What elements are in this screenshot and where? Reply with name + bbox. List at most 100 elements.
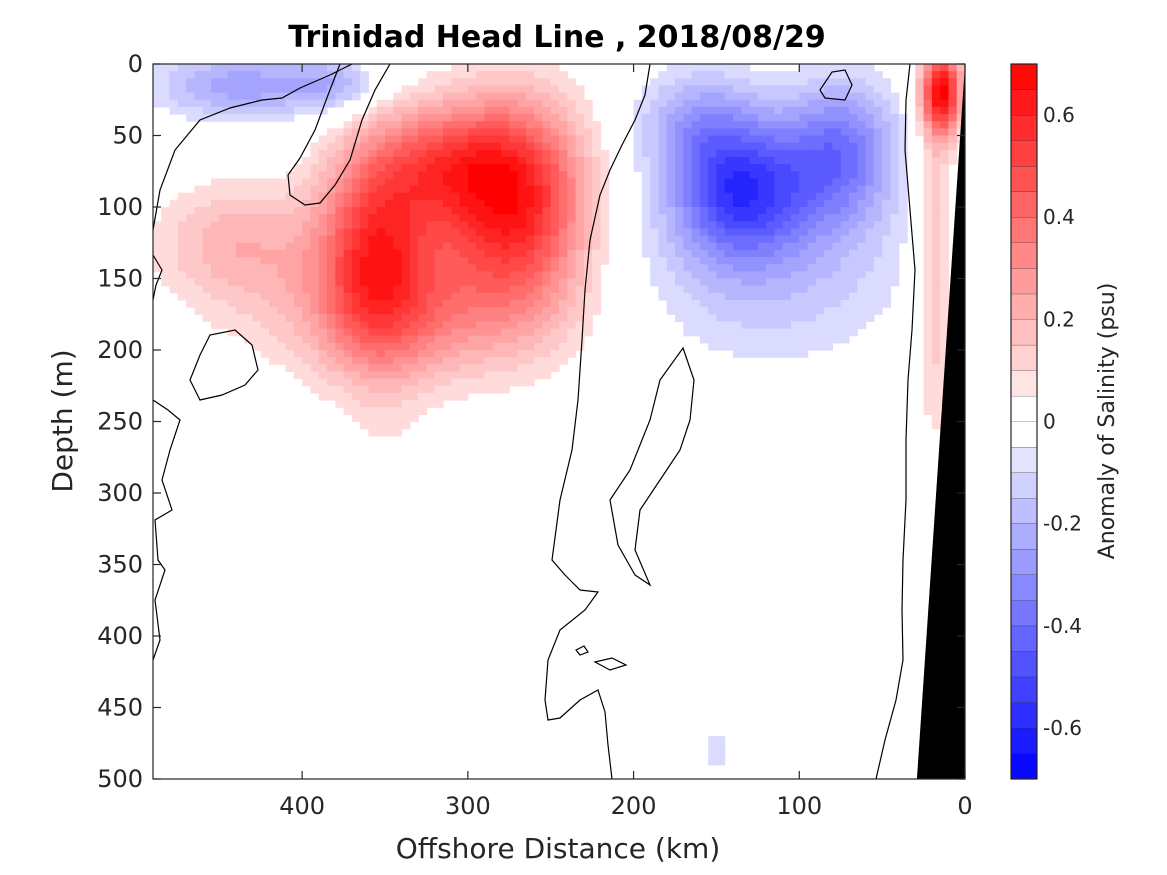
field-cell: [840, 285, 850, 294]
field-cell: [409, 85, 419, 94]
field-cell: [675, 235, 684, 244]
field-cell: [277, 114, 287, 122]
field-cell: [716, 71, 726, 79]
field-cell: [940, 185, 950, 194]
field-cell: [633, 128, 643, 137]
field-cell: [219, 228, 229, 237]
field-cell: [940, 350, 950, 358]
field-cell: [948, 85, 958, 94]
field-cell: [815, 328, 825, 337]
field-cell: [351, 335, 361, 344]
field-cell: [285, 92, 295, 101]
field-cell: [327, 71, 336, 79]
field-cell: [824, 156, 834, 165]
field-cell: [467, 92, 477, 101]
field-cell: [426, 228, 436, 237]
field-cell: [343, 171, 353, 179]
field-cell: [691, 128, 701, 137]
field-cell: [840, 121, 850, 129]
field-cell: [277, 328, 287, 337]
field-cell: [774, 328, 784, 337]
y-tick-label: 300: [97, 479, 143, 507]
field-cell: [509, 142, 519, 151]
field-cell: [194, 92, 204, 101]
field-cell: [227, 307, 237, 315]
field-cell: [360, 71, 370, 79]
field-cell: [799, 228, 809, 237]
field-cell: [832, 257, 842, 265]
field-cell: [716, 335, 726, 344]
field-cell: [227, 328, 237, 337]
field-cell: [360, 421, 370, 430]
field-cell: [484, 335, 494, 344]
field-cell: [467, 221, 477, 230]
field-cell: [641, 114, 651, 122]
field-cell: [368, 278, 378, 287]
field-cell: [550, 121, 560, 129]
field-cell: [791, 99, 800, 108]
field-cell: [724, 228, 734, 237]
field-cell: [443, 178, 452, 187]
field-cell: [517, 378, 527, 387]
field-cell: [385, 142, 394, 151]
field-cell: [501, 335, 510, 344]
field-cell: [774, 178, 784, 187]
field-cell: [451, 321, 461, 330]
field-cell: [774, 285, 784, 294]
field-cell: [525, 164, 535, 172]
field-cell: [857, 149, 867, 158]
field-cell: [699, 106, 709, 115]
field-cell: [385, 249, 394, 258]
field-cell: [351, 357, 361, 365]
field-cell: [699, 149, 709, 158]
field-cell: [476, 199, 486, 208]
field-cell: [177, 192, 187, 201]
field-cell: [385, 235, 394, 244]
field-cell: [327, 156, 336, 165]
field-cell: [550, 350, 560, 358]
field-cell: [774, 271, 784, 280]
field-cell: [699, 278, 709, 287]
field-cell: [517, 156, 527, 165]
field-cell: [335, 199, 345, 208]
field-cell: [733, 264, 742, 272]
field-cell: [351, 271, 361, 280]
field-cell: [252, 99, 262, 108]
field-cell: [733, 78, 742, 87]
colorbar-level: [1011, 702, 1037, 728]
field-cell: [567, 214, 577, 222]
field-cell: [227, 292, 237, 301]
field-cell: [517, 64, 527, 72]
field-cell: [550, 357, 560, 365]
field-cell: [683, 106, 693, 115]
field-cell: [335, 342, 345, 351]
field-cell: [252, 71, 262, 79]
field-cell: [335, 92, 345, 101]
field-cell: [559, 278, 568, 287]
field-cell: [434, 257, 444, 265]
field-cell: [791, 314, 800, 322]
field-cell: [766, 342, 776, 351]
field-cell: [484, 92, 494, 101]
field-cell: [467, 314, 477, 322]
field-cell: [675, 257, 684, 265]
field-cell: [376, 121, 386, 129]
field-cell: [467, 228, 477, 237]
field-cell: [177, 106, 187, 115]
field-cell: [550, 271, 560, 280]
field-cell: [931, 400, 941, 408]
field-cell: [426, 292, 436, 301]
field-cell: [484, 99, 494, 108]
field-cell: [774, 264, 784, 272]
field-cell: [815, 149, 825, 158]
field-cell: [492, 135, 502, 144]
field-cell: [426, 278, 436, 287]
field-cell: [650, 199, 660, 208]
field-cell: [393, 156, 403, 165]
field-cell: [757, 156, 767, 165]
field-cell: [724, 335, 734, 344]
field-cell: [550, 78, 560, 87]
field-cell: [293, 249, 303, 258]
field-cell: [600, 221, 610, 230]
field-cell: [749, 99, 759, 108]
